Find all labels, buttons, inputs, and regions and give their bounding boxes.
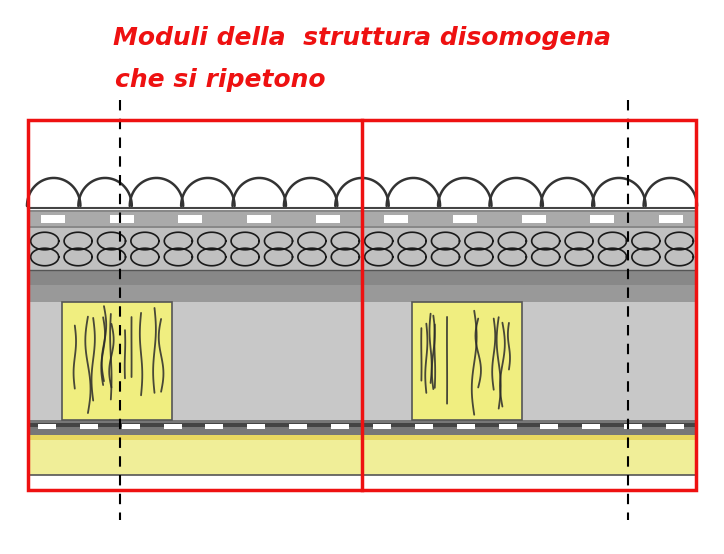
Bar [522,215,546,223]
Bar [499,424,516,429]
Bar [28,423,696,427]
Text: che si ripetono: che si ripetono [114,68,325,92]
Bar [206,424,224,429]
Bar [164,424,182,429]
Bar [109,215,134,223]
Bar [624,424,642,429]
Bar [62,302,172,420]
Bar [457,424,475,429]
Bar [38,424,56,429]
Bar [540,424,558,429]
Bar [28,210,696,228]
Bar [384,215,408,223]
Bar [28,212,696,226]
Bar [373,424,391,429]
Bar [28,420,696,435]
Bar [590,215,615,223]
Bar [289,424,307,429]
Bar [28,285,696,302]
Bar [582,424,600,429]
Bar [412,302,522,420]
Bar [41,215,65,223]
Bar [28,270,696,285]
Bar [28,120,696,175]
Bar [28,120,696,490]
Bar [178,215,202,223]
Bar [28,475,696,490]
Bar [28,302,696,420]
Bar [453,215,477,223]
Bar [122,424,140,429]
Text: Moduli della  struttura disomogena: Moduli della struttura disomogena [113,26,611,50]
Bar [28,175,696,208]
Bar [316,215,340,223]
Bar [28,435,696,440]
Bar [415,424,433,429]
Bar [28,435,696,475]
Bar [659,215,683,223]
Bar [666,424,684,429]
Bar [247,215,271,223]
Bar [80,424,98,429]
Bar [28,228,696,270]
Bar [248,424,265,429]
Bar [331,424,349,429]
